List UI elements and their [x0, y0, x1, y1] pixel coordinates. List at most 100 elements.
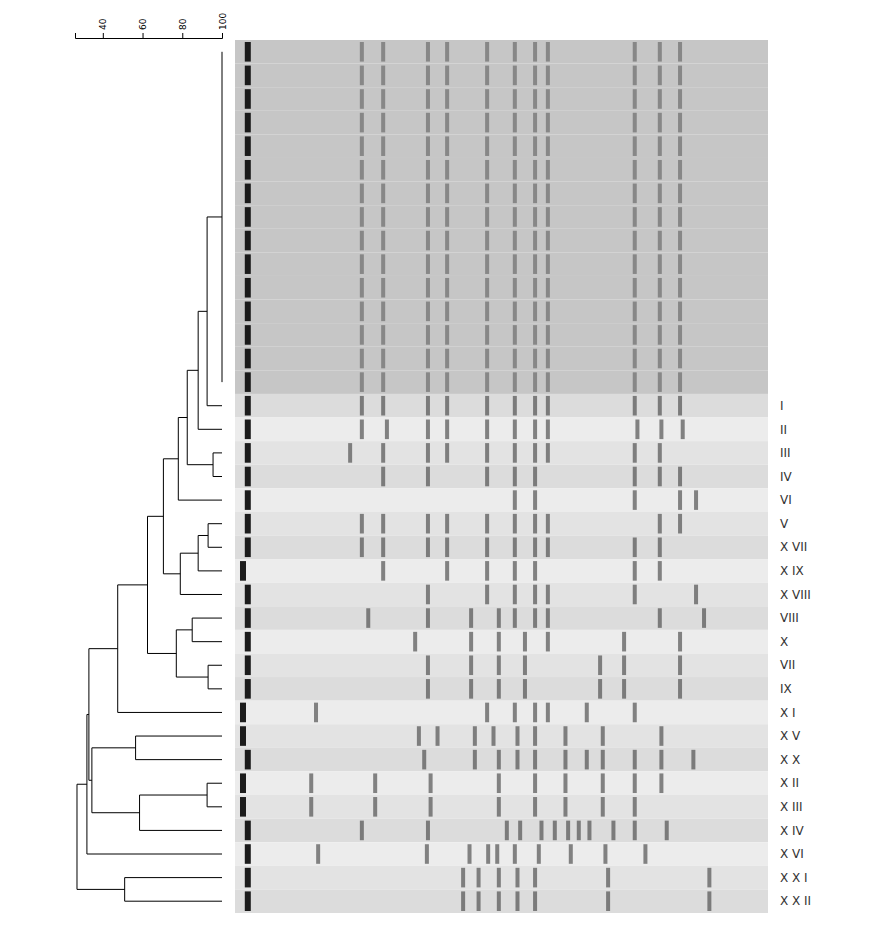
dendrogram-link [207, 405, 222, 406]
dendrogram-link [180, 553, 198, 554]
tick-label: 60 [138, 18, 148, 30]
band [678, 632, 682, 652]
gel-lane [235, 87, 768, 111]
band [360, 325, 364, 345]
band [485, 231, 489, 251]
band [381, 302, 385, 322]
gel-lane [235, 512, 768, 536]
dendrogram-link [207, 806, 222, 807]
tick: 80 [178, 18, 188, 38]
band [485, 396, 489, 416]
band [533, 113, 537, 133]
band [577, 821, 581, 841]
band [601, 726, 605, 746]
band [360, 537, 364, 557]
dendrogram-link [77, 784, 87, 785]
band [678, 160, 682, 180]
dendrogram-link [178, 417, 187, 418]
lane-background [235, 653, 768, 677]
dendrogram-link [92, 747, 136, 748]
band [633, 113, 637, 133]
band [515, 726, 519, 746]
band [533, 797, 537, 817]
band [245, 868, 251, 888]
band [426, 537, 430, 557]
lane-background [235, 748, 768, 772]
band [461, 891, 465, 911]
band [563, 773, 567, 793]
band [513, 160, 517, 180]
lane-background [235, 559, 768, 583]
band [485, 325, 489, 345]
lane-background [235, 795, 768, 819]
band [381, 184, 385, 204]
band [553, 821, 557, 841]
band [546, 278, 550, 298]
band [633, 254, 637, 274]
band [546, 396, 550, 416]
band [381, 113, 385, 133]
band [633, 490, 637, 510]
band [381, 42, 385, 62]
band [513, 254, 517, 274]
band [485, 66, 489, 86]
band [633, 302, 637, 322]
lane-background [235, 488, 768, 512]
band [533, 891, 537, 911]
band [445, 561, 449, 581]
band [633, 372, 637, 392]
band [316, 844, 320, 864]
band [445, 443, 449, 463]
band [360, 302, 364, 322]
band [497, 891, 501, 911]
band [658, 254, 662, 274]
band [360, 420, 364, 440]
band [485, 467, 489, 487]
dendrogram-link [198, 311, 207, 312]
band [585, 750, 589, 770]
band [658, 608, 662, 628]
band [245, 325, 251, 345]
band [678, 113, 682, 133]
band [245, 136, 251, 156]
gel-lane [235, 842, 768, 866]
band [678, 467, 682, 487]
band [497, 773, 501, 793]
lane-label: V [780, 517, 789, 531]
tick: 40 [98, 18, 108, 38]
band [533, 420, 537, 440]
dendrogram-link [89, 648, 118, 649]
gel-lane [235, 64, 768, 88]
gel-lane [235, 771, 768, 795]
band [546, 302, 550, 322]
band [598, 679, 602, 699]
band [425, 844, 429, 864]
dendrogram [77, 52, 222, 901]
gel-lane [235, 158, 768, 182]
band [497, 797, 501, 817]
dendrogram-link [198, 535, 208, 536]
band [245, 420, 251, 440]
band [601, 773, 605, 793]
band [546, 443, 550, 463]
band [381, 396, 385, 416]
band [497, 750, 501, 770]
band [245, 655, 251, 675]
band [485, 207, 489, 227]
band [445, 372, 449, 392]
band [426, 679, 430, 699]
band [445, 302, 449, 322]
band [694, 490, 698, 510]
band [633, 703, 637, 723]
band [485, 278, 489, 298]
lane-background [235, 300, 768, 324]
dendrogram-link [163, 458, 178, 459]
band [497, 632, 501, 652]
band [633, 585, 637, 605]
band [245, 514, 251, 534]
band [658, 160, 662, 180]
band [546, 703, 550, 723]
band [429, 797, 433, 817]
lane-background [235, 630, 768, 654]
band [477, 891, 481, 911]
